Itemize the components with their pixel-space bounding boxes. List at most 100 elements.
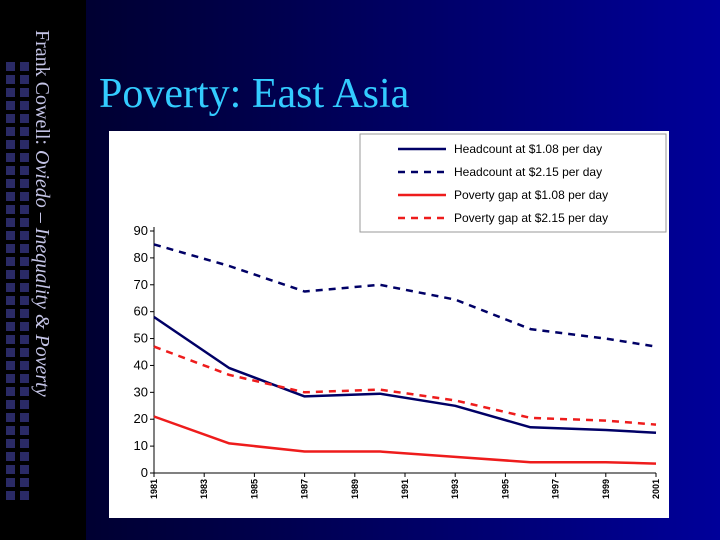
x-tick-label: 1997 [551,479,561,499]
y-tick-label: 90 [134,223,148,238]
decorative-square [20,179,29,188]
page-title: Poverty: East Asia [99,71,410,117]
decorative-square [6,257,15,266]
line-chart: 0 10 20 30 40 50 60 70 80 90 1981 1983 1985 1987 1989 1… [134,133,667,499]
chart-axes: 0 10 20 30 40 50 60 70 80 90 1981 1983 1985 1987 1989 1… [134,223,661,499]
x-tick-label: 1995 [500,479,510,499]
decorative-square [20,335,29,344]
decorative-square [20,426,29,435]
decorative-square [20,361,29,370]
legend-label-2: Headcount at $2.15 per day [454,165,602,179]
decorative-square [20,218,29,227]
sidebar-author: Frank Cowell: [31,30,53,150]
sidebar-course: Oviedo – Inequality & Poverty [31,150,53,397]
decorative-square [6,426,15,435]
decorative-square [20,270,29,279]
y-tick-label: 30 [134,384,148,399]
decorative-square [6,101,15,110]
decorative-square [20,413,29,422]
decorative-square [6,439,15,448]
decorative-square [6,153,15,162]
decorative-square [6,478,15,487]
decorative-square [20,387,29,396]
decorative-square [6,348,15,357]
decorative-square [6,231,15,240]
decorative-square [6,192,15,201]
decorative-square [20,296,29,305]
decorative-square [20,88,29,97]
decorative-square [20,491,29,500]
decorative-square [20,114,29,123]
decorative-square [6,114,15,123]
x-tick-label: 2001 [651,479,661,499]
decorative-square [20,465,29,474]
decorative-square [20,244,29,253]
decorative-square [20,452,29,461]
decorative-square [20,101,29,110]
decorative-square [20,192,29,201]
decorative-square [6,361,15,370]
decorative-square [20,283,29,292]
decorative-square [6,465,15,474]
decorative-square [6,205,15,214]
y-tick-label: 50 [134,331,148,346]
decorative-square [6,270,15,279]
y-tick-label: 10 [134,438,148,453]
x-tick-label: 1989 [350,479,360,499]
decorative-square [6,244,15,253]
decorative-square [6,452,15,461]
decorative-square [20,205,29,214]
decorative-square [6,166,15,175]
x-tick-label: 1985 [249,479,259,499]
y-tick-label: 70 [134,277,148,292]
decorative-square [6,62,15,71]
decorative-square [20,62,29,71]
legend-label-1: Headcount at $1.08 per day [454,142,602,156]
decorative-square [20,439,29,448]
decorative-square [20,166,29,175]
decorative-square [6,218,15,227]
x-tick-label: 1987 [300,479,310,499]
y-tick-label: 0 [141,465,148,480]
decorative-square [6,127,15,136]
decorative-square [20,478,29,487]
decorative-square [6,283,15,292]
chart-panel: 0 10 20 30 40 50 60 70 80 90 1981 1983 1985 1987 1989 1… [109,131,669,518]
x-tick-label: 1991 [400,479,410,499]
x-tick-label: 1999 [601,479,611,499]
decorative-square [6,335,15,344]
legend-label-3: Poverty gap at $1.08 per day [454,188,608,202]
x-tick-label: 1993 [450,479,460,499]
legend-frame [359,133,667,233]
chart-series [153,243,657,465]
x-tick-label: 1983 [199,479,209,499]
decorative-square [20,309,29,318]
decorative-square [20,374,29,383]
series-line-2 [153,243,657,348]
decorative-square [6,322,15,331]
decorative-square [6,140,15,149]
decorative-square [20,140,29,149]
decorative-square [6,413,15,422]
legend-label-4: Poverty gap at $2.15 per day [454,211,608,225]
chart-legend: Headcount at $1.08 per day Headcount at $… [359,133,667,233]
decorative-square [6,491,15,500]
decorative-square [6,387,15,396]
decorative-square [20,348,29,357]
x-tick-label: 1981 [149,479,159,499]
series-line-1 [153,315,657,434]
series-line-3 [153,415,657,465]
decorative-square [6,75,15,84]
decorative-square [6,88,15,97]
y-tick-label: 40 [134,357,148,372]
decorative-square [6,179,15,188]
decorative-square [6,296,15,305]
decorative-square [20,75,29,84]
decorative-square [6,374,15,383]
decorative-square [6,400,15,409]
decorative-square [20,153,29,162]
decorative-square [20,127,29,136]
decorative-square [20,400,29,409]
sidebar-caption: Frank Cowell: Oviedo – Inequality & Pove… [30,30,53,397]
decorative-square [6,309,15,318]
